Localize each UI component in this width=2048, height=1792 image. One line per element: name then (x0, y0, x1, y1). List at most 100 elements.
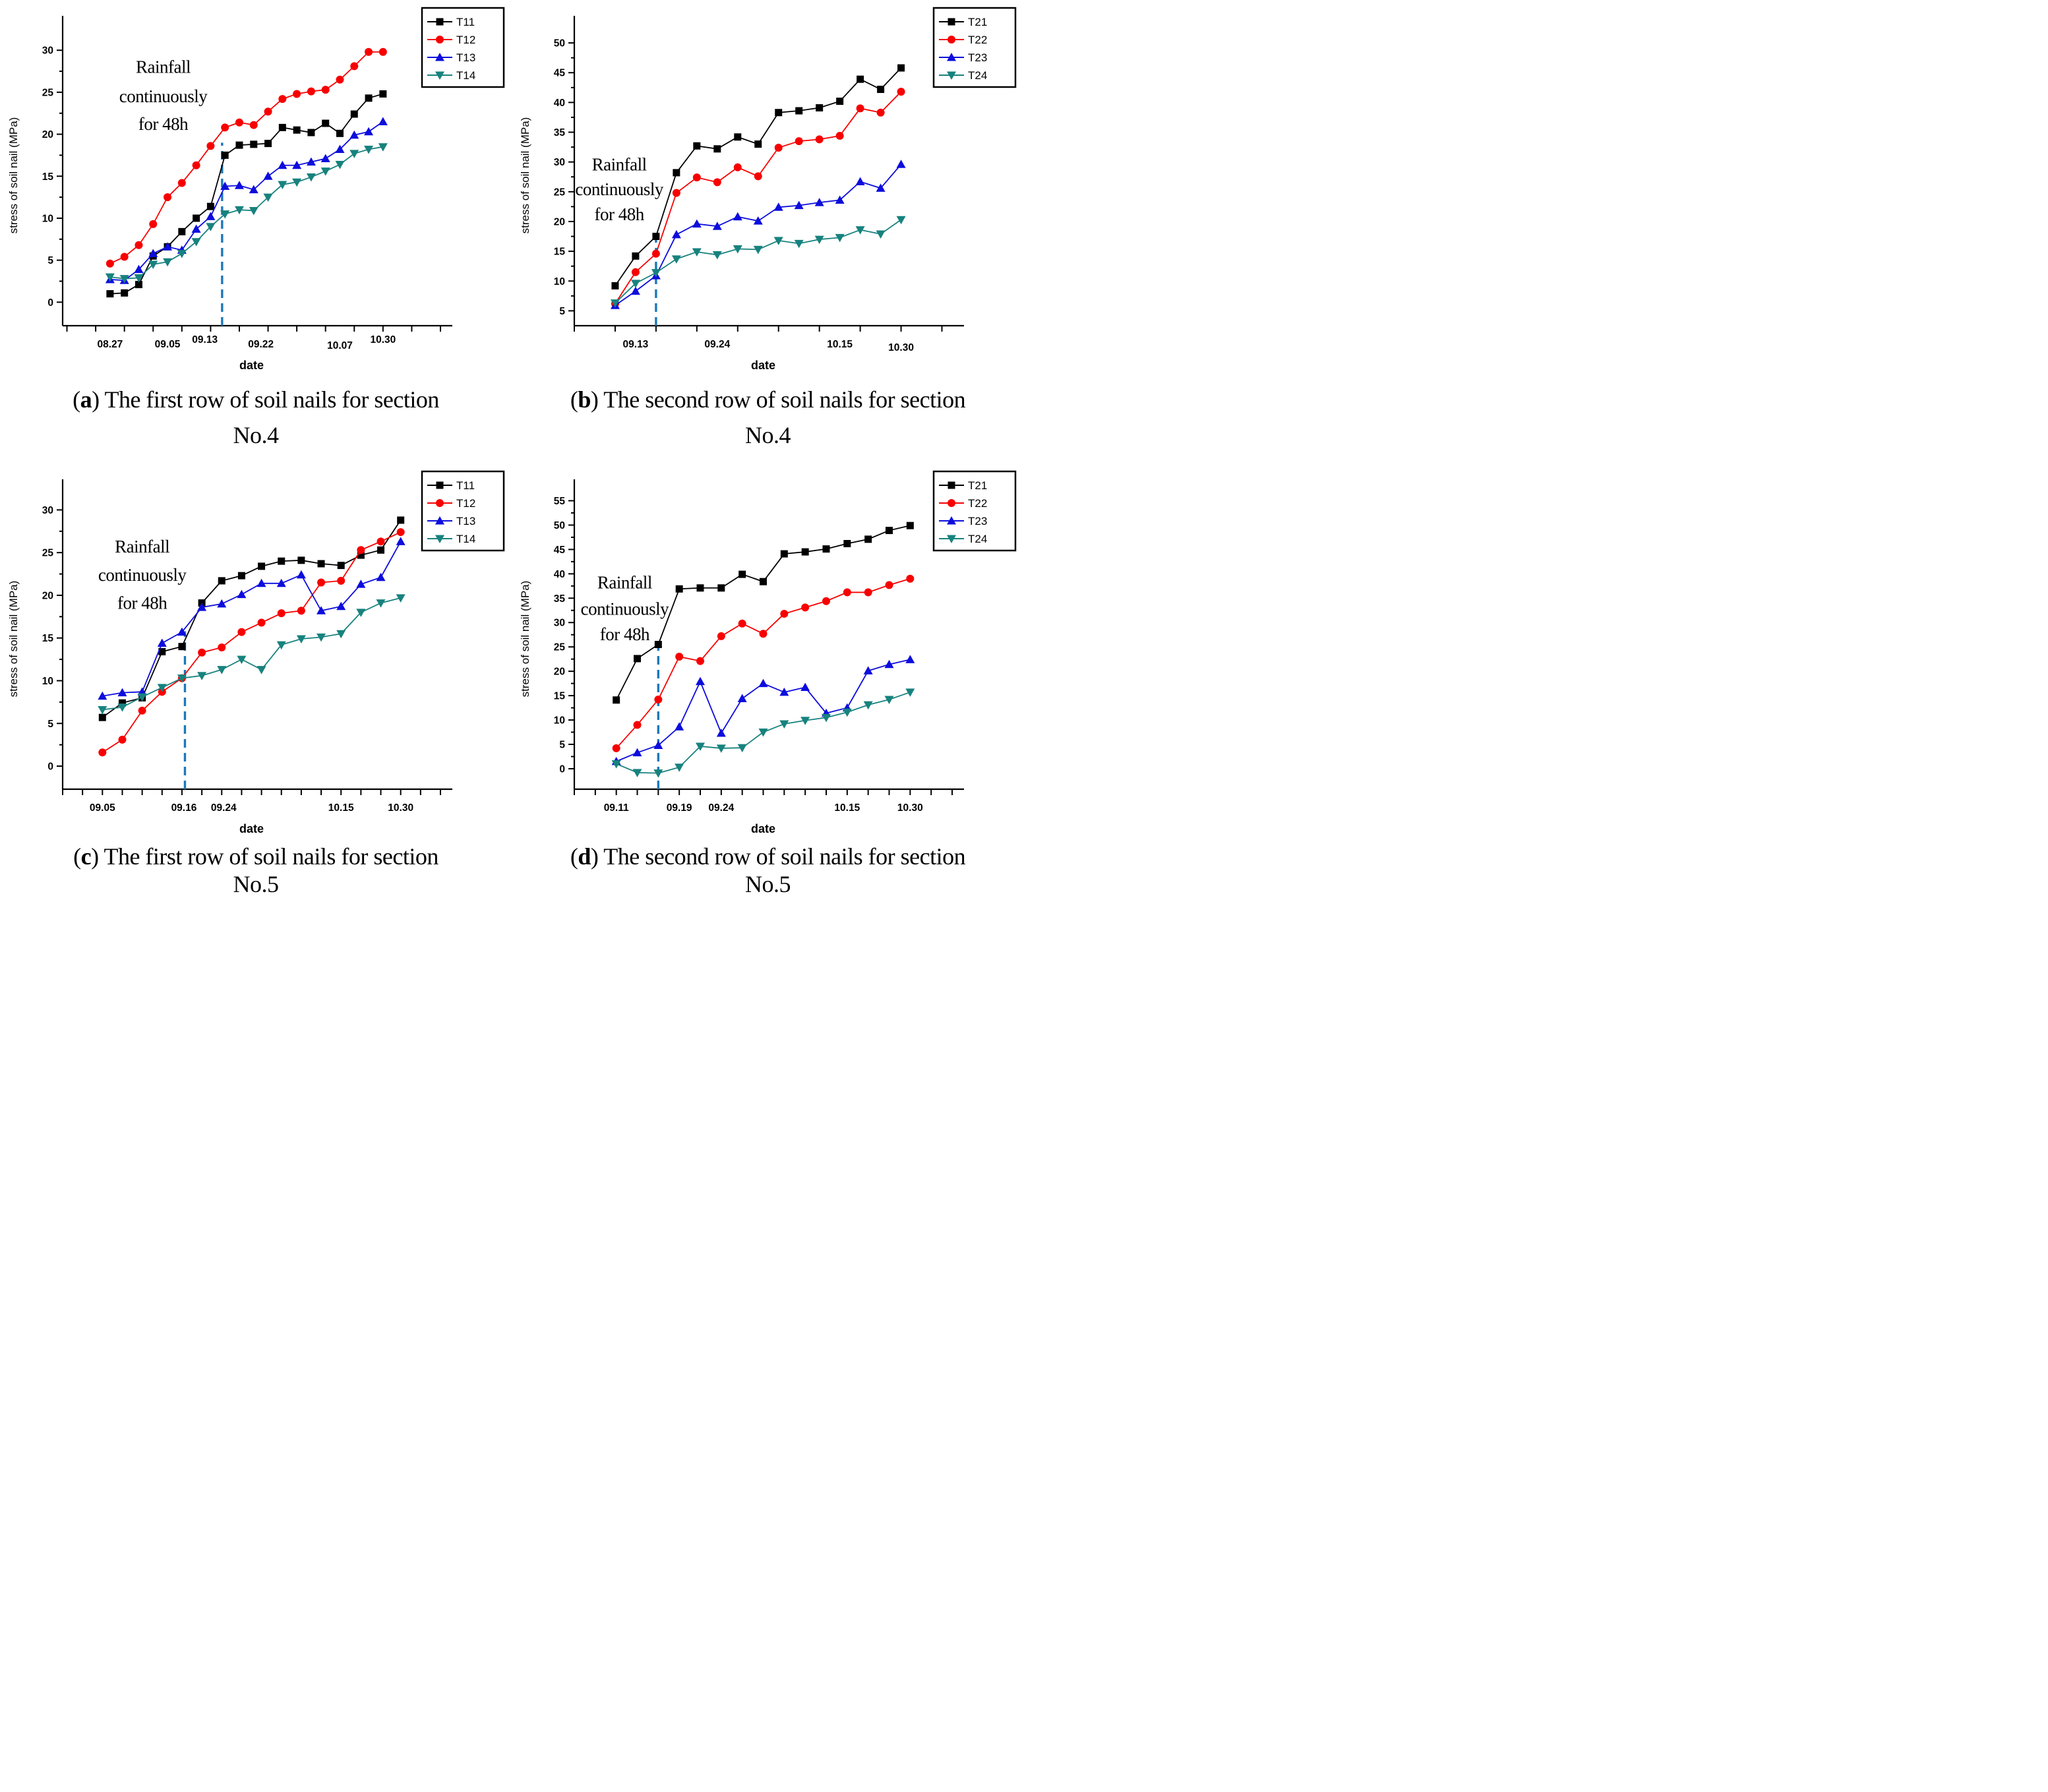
caption-b-letter: b (578, 386, 591, 413)
svg-text:35: 35 (554, 593, 566, 605)
rainfall-annotation: Rainfall continuously for 48h (119, 57, 208, 134)
svg-text:Rainfall: Rainfall (136, 57, 191, 77)
svg-text:0: 0 (47, 762, 53, 773)
rainfall-annotation: Rainfall continuously for 48h (581, 573, 670, 644)
caption-c-line2: No.5 (233, 871, 280, 897)
svg-text:08.27: 08.27 (97, 339, 123, 350)
y-axis-title: stress of soil nail (MPa) (519, 117, 531, 234)
x-axis-title: date (751, 359, 775, 372)
svg-text:5: 5 (559, 740, 565, 751)
series-T13 (105, 117, 388, 284)
svg-text:10: 10 (554, 715, 565, 727)
svg-text:T13: T13 (456, 51, 475, 64)
svg-text:09.24: 09.24 (708, 802, 734, 814)
svg-text:T24: T24 (968, 69, 987, 82)
svg-text:10.07: 10.07 (327, 340, 353, 351)
svg-text:20: 20 (42, 129, 53, 140)
caption-a: (a) The first row of soil nails for sect… (0, 379, 512, 463)
caption-b-rest: ) The second row of soil nails for secti… (590, 386, 966, 413)
y-axis-title: stress of soil nail (MPa) (7, 581, 20, 698)
panel-d: 0 5 10 15 20 25 30 35 40 45 50 55 09.11 09.19 09.24 10.… (512, 463, 1024, 897)
y-axis-title: stress of soil nail (MPa) (7, 117, 20, 234)
svg-text:09.19: 09.19 (667, 802, 692, 814)
svg-text:10.30: 10.30 (370, 334, 396, 345)
x-axis-title: date (751, 822, 775, 835)
caption-b: (b) The second row of soil nails for sec… (512, 379, 1024, 463)
caption-d-line2: No.5 (745, 871, 791, 897)
svg-text:25: 25 (554, 642, 566, 653)
series-T13 (98, 537, 406, 700)
legend: T21 T22 T23 T24 (932, 470, 1017, 552)
svg-text:10.30: 10.30 (897, 802, 923, 814)
caption-a-line1: (a) The first row of soil nails for sect… (0, 382, 512, 417)
panel-b: 5 10 15 20 25 30 35 40 45 50 09.13 09.24 10.15 10.30 d… (512, 0, 1024, 463)
svg-text:10.15: 10.15 (328, 802, 354, 814)
axes (573, 16, 964, 327)
svg-text:25: 25 (42, 87, 54, 98)
chart-c-first-row-section-no5: 0 5 10 15 20 25 30 09.05 09.16 09.24 10.15 10.30 dat… (0, 463, 512, 843)
svg-text:09.13: 09.13 (192, 334, 218, 345)
svg-text:T12: T12 (456, 497, 475, 510)
svg-text:5: 5 (559, 306, 565, 317)
svg-text:09.11: 09.11 (604, 802, 629, 814)
svg-text:25: 25 (554, 187, 566, 198)
series-T21 (611, 64, 905, 290)
tick-marks (57, 509, 441, 795)
svg-text:continuously: continuously (119, 86, 208, 106)
legend: T21 T22 T23 T24 (932, 7, 1017, 88)
x-axis-title: date (239, 822, 264, 835)
svg-text:10.30: 10.30 (888, 342, 914, 353)
svg-text:30: 30 (42, 45, 53, 57)
caption-d-open: ( (570, 843, 578, 870)
svg-text:0: 0 (559, 763, 565, 775)
svg-text:15: 15 (42, 633, 54, 644)
svg-text:30: 30 (42, 505, 53, 516)
series-T12 (105, 47, 387, 268)
svg-text:09.05: 09.05 (90, 802, 115, 814)
svg-text:09.05: 09.05 (155, 339, 181, 350)
series-T21 (613, 522, 914, 704)
tick-marks (568, 42, 943, 332)
svg-text:40: 40 (554, 569, 565, 580)
svg-text:09.16: 09.16 (171, 802, 197, 814)
svg-text:20: 20 (554, 667, 565, 678)
tick-labels: 0 5 10 15 20 25 30 09.05 09.16 09.24 10.15 10.30 (42, 505, 413, 814)
caption-b-line2: No.4 (745, 422, 791, 448)
svg-text:0: 0 (47, 297, 53, 309)
caption-d-rest: ) The second row of soil nails for secti… (590, 843, 966, 870)
svg-text:35: 35 (554, 127, 566, 138)
svg-text:Rainfall: Rainfall (115, 537, 169, 556)
rainfall-annotation: Rainfall continuously for 48h (98, 537, 187, 613)
tick-labels: 0 5 10 15 20 25 30 08.27 09.05 09.13 09.22 10.07 10.… (42, 45, 396, 351)
svg-text:for 48h: for 48h (117, 593, 167, 613)
svg-text:10.30: 10.30 (388, 802, 413, 814)
series-T14 (105, 143, 388, 284)
svg-text:09.22: 09.22 (248, 339, 274, 350)
svg-text:15: 15 (554, 691, 566, 702)
svg-text:10.15: 10.15 (827, 339, 853, 350)
svg-text:Rainfall: Rainfall (592, 154, 647, 174)
caption-a-rest: ) The first row of soil nails for sectio… (92, 386, 439, 413)
caption-d-line1: (d) The second row of soil nails for sec… (512, 843, 1024, 870)
svg-text:T24: T24 (968, 533, 987, 545)
x-axis-title: date (239, 359, 264, 372)
series-T14 (98, 594, 406, 715)
svg-text:continuously: continuously (581, 599, 669, 618)
svg-text:25: 25 (42, 548, 54, 559)
svg-text:50: 50 (554, 38, 565, 49)
svg-text:T22: T22 (968, 497, 987, 510)
svg-text:T14: T14 (456, 533, 475, 545)
caption-d: (d) The second row of soil nails for sec… (512, 843, 1024, 897)
svg-text:for 48h: for 48h (600, 624, 650, 644)
y-axis-title: stress of soil nail (MPa) (519, 581, 531, 698)
svg-text:09.13: 09.13 (623, 339, 649, 350)
svg-text:5: 5 (47, 255, 53, 266)
svg-text:30: 30 (554, 157, 565, 168)
svg-text:T21: T21 (968, 16, 987, 28)
svg-text:T12: T12 (456, 34, 475, 46)
svg-text:20: 20 (42, 590, 53, 601)
svg-text:55: 55 (554, 496, 566, 507)
svg-text:45: 45 (554, 68, 566, 79)
series-T23 (611, 655, 915, 765)
caption-c-rest: ) The first row of soil nails for sectio… (91, 843, 438, 870)
